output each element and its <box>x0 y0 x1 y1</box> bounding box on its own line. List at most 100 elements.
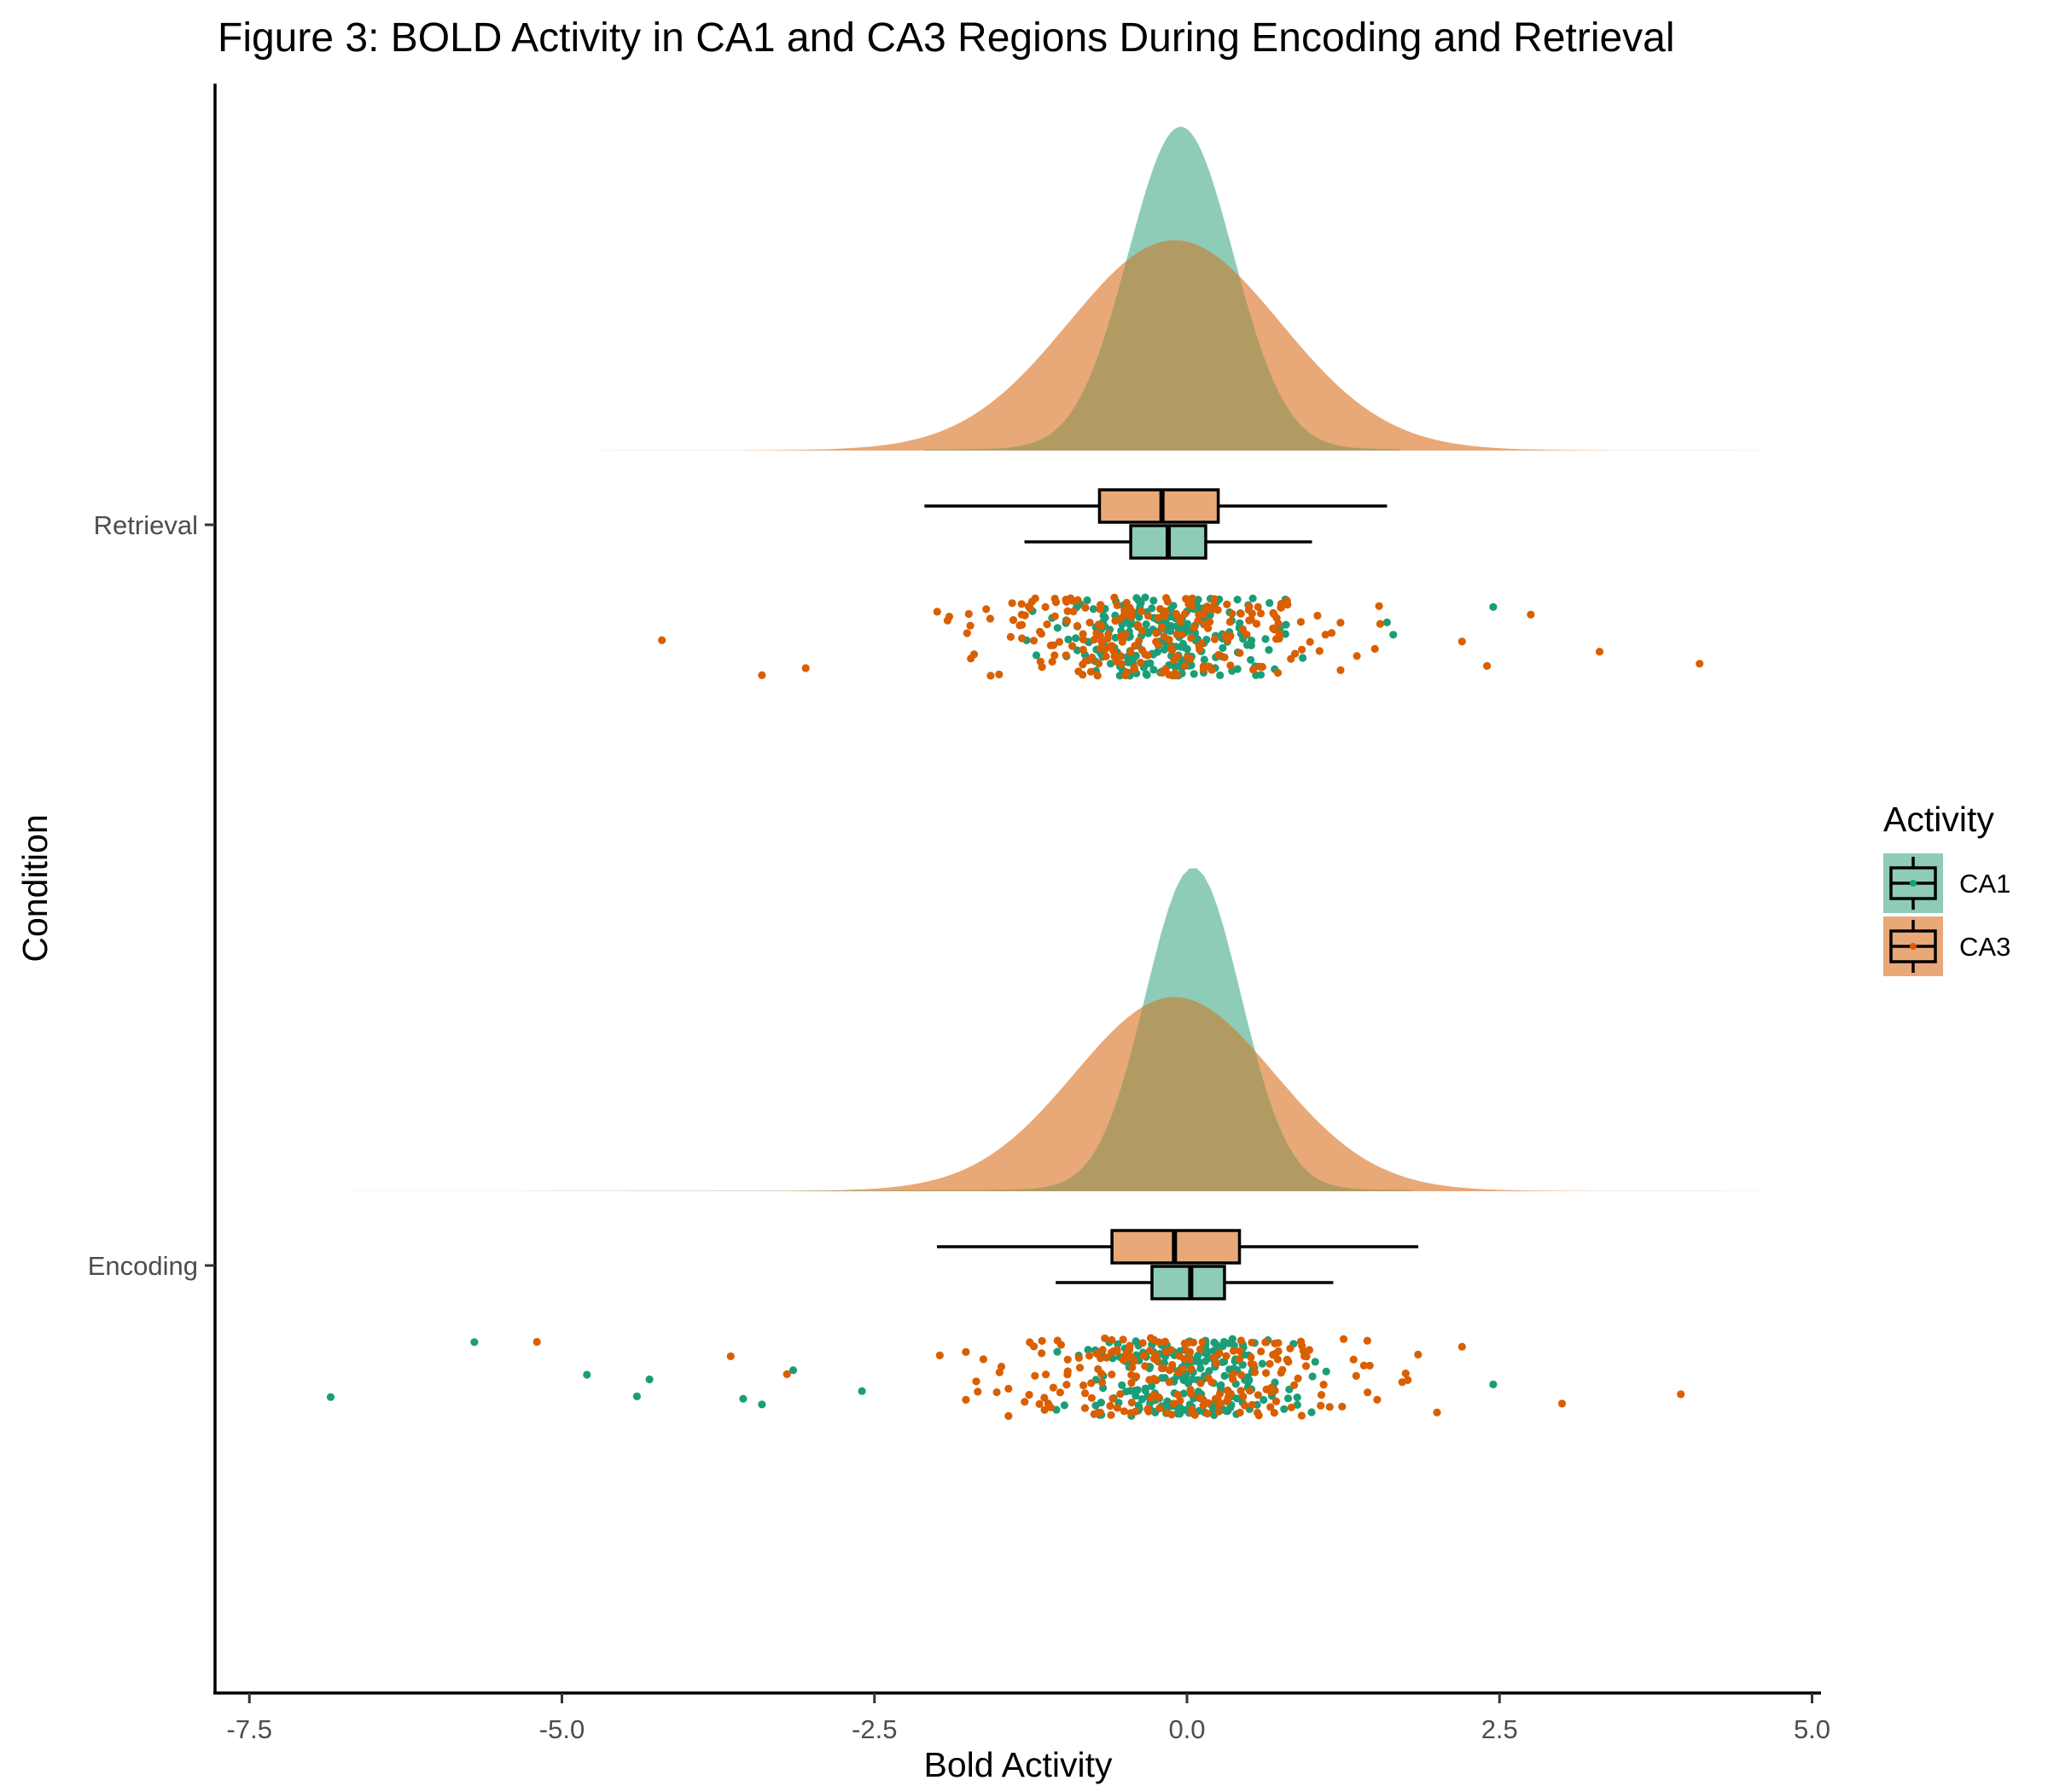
outlier-point-ca1 <box>858 1387 866 1395</box>
data-point-ca1 <box>1084 1346 1092 1354</box>
data-point-ca3 <box>1167 1411 1176 1419</box>
outlier-point-ca1 <box>470 1338 479 1347</box>
data-point-ca3 <box>1116 652 1126 660</box>
data-point-ca3 <box>1338 1402 1347 1411</box>
data-point-ca3 <box>1404 1376 1412 1384</box>
data-point-ca3 <box>1175 1352 1184 1360</box>
x-tick-label: 2.5 <box>1481 1714 1518 1744</box>
data-point-ca3 <box>1056 1388 1064 1397</box>
data-point-ca3 <box>1157 623 1167 631</box>
data-point-ca3 <box>1146 1347 1155 1355</box>
data-point-ca3 <box>1165 671 1173 679</box>
data-point-ca1 <box>1064 635 1073 644</box>
data-point-ca3 <box>1063 1370 1072 1379</box>
legend: Activity CA1 CA3 <box>1883 800 2010 976</box>
data-point-ca3 <box>1236 649 1244 657</box>
data-point-ca3 <box>1127 1379 1136 1388</box>
data-point-ca3 <box>1245 1387 1254 1395</box>
data-point-ca3 <box>1161 665 1170 673</box>
data-point-ca3 <box>1336 619 1345 627</box>
outlier-point-ca3 <box>783 1370 791 1378</box>
data-point-ca1 <box>1060 1401 1068 1410</box>
data-point-ca3 <box>1152 1376 1161 1385</box>
data-point-ca3 <box>1286 1344 1295 1353</box>
data-point-ca3 <box>1236 1408 1244 1417</box>
data-point-ca1 <box>1232 1394 1242 1403</box>
data-point-ca3 <box>1041 602 1050 612</box>
data-point-ca3 <box>1236 1347 1244 1355</box>
data-point-ca1 <box>1216 671 1225 680</box>
data-point-ca3 <box>1157 1364 1167 1373</box>
data-point-ca3 <box>986 614 994 623</box>
data-point-ca1 <box>1131 1387 1139 1395</box>
data-point-ca1 <box>1132 651 1140 660</box>
data-point-ca3 <box>1063 607 1072 615</box>
data-point-ca3 <box>1094 620 1103 629</box>
data-point-ca3 <box>1278 1365 1287 1374</box>
data-point-ca3 <box>1137 607 1145 615</box>
data-point-ca3 <box>1004 1384 1013 1393</box>
data-point-ca3 <box>1079 1381 1088 1390</box>
data-point-ca3 <box>1250 1368 1260 1376</box>
data-point-ca1 <box>1179 1376 1188 1384</box>
data-point-ca3 <box>1079 660 1087 669</box>
data-point-ca3 <box>1090 1410 1098 1418</box>
data-point-ca3 <box>1031 594 1039 602</box>
data-point-ca3 <box>1170 655 1178 665</box>
data-point-ca1 <box>1171 662 1179 672</box>
outlier-point-ca3 <box>1557 1399 1567 1408</box>
data-point-ca3 <box>1228 609 1236 618</box>
data-point-ca1 <box>1215 1343 1224 1352</box>
data-point-ca3 <box>935 1351 944 1359</box>
data-point-ca3 <box>1201 620 1209 629</box>
data-point-ca3 <box>1273 668 1283 678</box>
data-point-ca3 <box>1138 1339 1147 1347</box>
data-point-ca3 <box>1141 1362 1149 1370</box>
data-point-ca3 <box>1254 1408 1262 1417</box>
outlier-point-ca1 <box>326 1393 335 1401</box>
data-point-ca3 <box>1359 1361 1368 1370</box>
data-point-ca3 <box>1124 1354 1132 1363</box>
data-point-ca3 <box>1364 1388 1372 1397</box>
data-point-ca3 <box>1195 610 1203 619</box>
data-point-ca3 <box>1107 1348 1115 1357</box>
data-point-ca3 <box>1414 1350 1423 1359</box>
data-point-ca3 <box>1038 1336 1046 1345</box>
data-point-ca3 <box>1244 606 1253 614</box>
data-point-ca3 <box>1195 642 1203 650</box>
data-point-ca1 <box>1220 1371 1229 1380</box>
data-point-ca3 <box>1248 1338 1256 1347</box>
data-point-ca1 <box>1143 671 1151 679</box>
data-point-ca3 <box>1215 1348 1224 1358</box>
data-point-ca3 <box>1113 1404 1121 1412</box>
data-point-ca3 <box>1176 618 1184 626</box>
data-point-ca3 <box>1167 1346 1175 1354</box>
data-point-ca3 <box>1024 602 1033 611</box>
data-point-ca3 <box>1062 617 1072 625</box>
data-point-ca3 <box>1223 600 1231 608</box>
data-point-ca3 <box>1210 635 1219 643</box>
data-point-ca3 <box>1188 1405 1196 1414</box>
data-point-ca3 <box>1137 626 1146 635</box>
data-point-ca3 <box>1271 1339 1279 1347</box>
data-point-ca3 <box>1225 618 1234 626</box>
data-point-ca3 <box>1254 1391 1262 1399</box>
data-point-ca3 <box>1339 1335 1348 1343</box>
data-point-ca3 <box>1213 1359 1221 1368</box>
data-point-ca3 <box>1370 644 1379 654</box>
x-tick-label: 0.0 <box>1168 1714 1205 1744</box>
y-axis-ticks: Retrieval Encoding <box>88 510 215 1281</box>
data-point-ca3 <box>945 613 953 621</box>
outlier-point-ca1 <box>1489 602 1498 611</box>
data-point-ca1 <box>1072 634 1080 643</box>
data-point-ca1 <box>1099 611 1108 620</box>
data-point-ca3 <box>1046 1403 1055 1411</box>
data-point-ca3 <box>1327 629 1336 637</box>
data-point-ca3 <box>1118 637 1126 646</box>
data-point-ca3 <box>1042 1370 1050 1379</box>
data-point-ca3 <box>1321 631 1329 639</box>
data-point-ca3 <box>1249 666 1258 674</box>
data-point-ca3 <box>1102 652 1110 660</box>
data-point-ca3 <box>1283 596 1291 605</box>
data-point-ca3 <box>1004 1411 1013 1420</box>
